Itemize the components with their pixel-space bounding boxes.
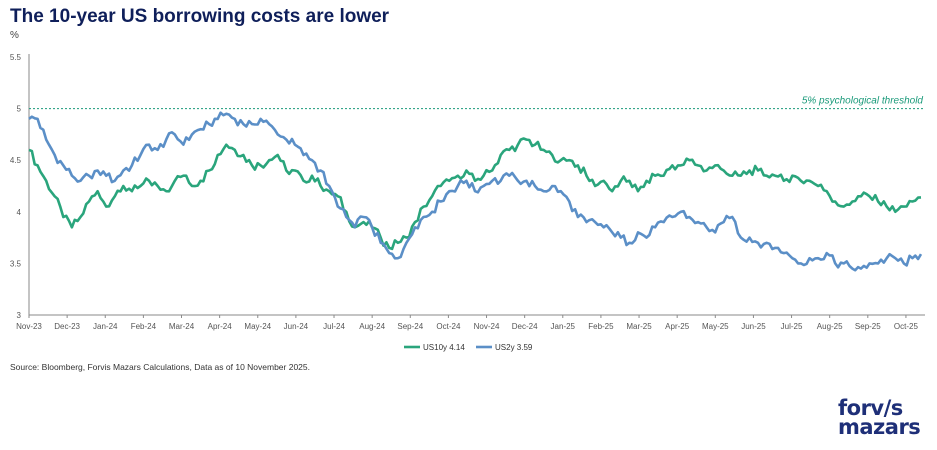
threshold-label: 5% psychological threshold (802, 96, 924, 107)
x-tick-label: Jun-25 (741, 322, 766, 331)
x-tick-label: Feb-24 (131, 322, 157, 331)
x-tick-label: Oct-25 (894, 322, 919, 331)
x-tick-label: Sep-25 (855, 322, 881, 331)
x-tick-label: Jun-24 (284, 322, 309, 331)
source-note: Source: Bloomberg, Forvis Mazars Calcula… (10, 362, 310, 372)
series-line-us2y (28, 111, 923, 272)
x-tick-label: Dec-24 (512, 322, 538, 331)
x-tick-label: Apr-24 (208, 322, 233, 331)
x-tick-label: Jan-25 (551, 322, 576, 331)
y-tick-label: 3.5 (10, 259, 22, 268)
y-axis-unit-label: % (10, 30, 19, 41)
x-tick-label: Nov-24 (474, 322, 500, 331)
x-tick-label: Jan-24 (93, 322, 118, 331)
x-tick-label: Apr-25 (665, 322, 690, 331)
y-tick-label: 3 (17, 311, 22, 320)
x-tick-label: Jul-24 (323, 322, 345, 331)
logo-line-2: mazars (838, 415, 921, 439)
x-tick-label: Oct-24 (436, 322, 461, 331)
x-tick-label: Aug-24 (359, 322, 385, 331)
y-tick-label: 4 (17, 208, 22, 217)
y-tick-label: 5.5 (10, 53, 22, 62)
x-tick-label: May-24 (244, 322, 271, 331)
x-tick-label: Feb-25 (588, 322, 614, 331)
x-tick-label: Dec-23 (54, 322, 80, 331)
y-tick-label: 5 (17, 105, 22, 114)
x-tick-label: Mar-24 (169, 322, 195, 331)
x-tick-label: Sep-24 (397, 322, 423, 331)
line-chart: 3 3.5 4 4.5 5 5.5 Nov-23 Dec-23 Jan-24 Feb-24 Mar-… (10, 53, 925, 352)
legend-label: US2y 3.59 (495, 343, 533, 352)
legend-label: US10y 4.14 (423, 343, 465, 352)
x-tick-label: May-25 (702, 322, 729, 331)
y-tick-label: 4.5 (10, 156, 22, 165)
x-tick-label: Jul-25 (781, 322, 803, 331)
series-line-us10y (28, 137, 922, 251)
x-tick-label: Nov-23 (16, 322, 42, 331)
x-tick-label: Aug-25 (817, 322, 843, 331)
logo-line-1: forv/s (838, 396, 903, 420)
x-tick-label: Mar-25 (626, 322, 652, 331)
forvis-mazars-logo: forv/s mazars (838, 396, 921, 439)
chart-title: The 10-year US borrowing costs are lower (10, 6, 390, 27)
